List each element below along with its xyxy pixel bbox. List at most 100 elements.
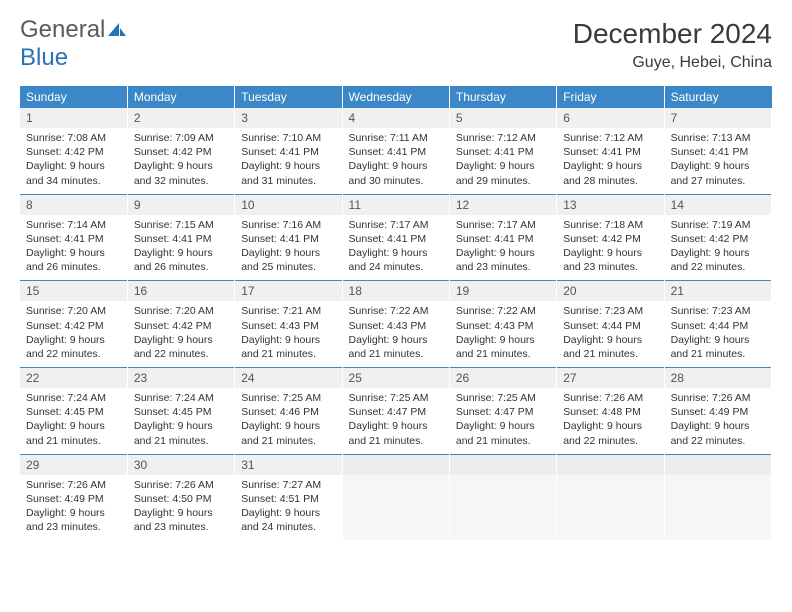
- day-content-cell: Sunrise: 7:15 AMSunset: 4:41 PMDaylight:…: [127, 215, 234, 281]
- sunset-line: Sunset: 4:48 PM: [563, 405, 657, 419]
- day-number-cell: 18: [342, 281, 449, 302]
- sunset-line: Sunset: 4:45 PM: [26, 405, 121, 419]
- daylight-line: Daylight: 9 hours and 34 minutes.: [26, 159, 121, 187]
- sunrise-line: Sunrise: 7:16 AM: [241, 218, 335, 232]
- day-number-cell: 5: [449, 108, 556, 128]
- daylight-line: Daylight: 9 hours and 28 minutes.: [563, 159, 657, 187]
- sunset-line: Sunset: 4:47 PM: [349, 405, 443, 419]
- daylight-line: Daylight: 9 hours and 22 minutes.: [671, 419, 765, 447]
- sunrise-line: Sunrise: 7:20 AM: [134, 304, 228, 318]
- day-number-cell: 31: [235, 454, 342, 475]
- day-content-cell: Sunrise: 7:26 AMSunset: 4:48 PMDaylight:…: [557, 388, 664, 454]
- day-content-cell: Sunrise: 7:11 AMSunset: 4:41 PMDaylight:…: [342, 128, 449, 194]
- sunrise-line: Sunrise: 7:26 AM: [563, 391, 657, 405]
- sunset-line: Sunset: 4:42 PM: [134, 145, 228, 159]
- day-number-cell: 9: [127, 194, 234, 215]
- sunrise-line: Sunrise: 7:18 AM: [563, 218, 657, 232]
- sunrise-line: Sunrise: 7:08 AM: [26, 131, 121, 145]
- sunset-line: Sunset: 4:41 PM: [349, 145, 443, 159]
- day-number-cell: 14: [664, 194, 771, 215]
- weekday-header-row: Sunday Monday Tuesday Wednesday Thursday…: [20, 86, 772, 108]
- day-content-row: Sunrise: 7:08 AM Sunset: 4:42 PM Daylight:…: [20, 128, 772, 194]
- daylight-line: Daylight: 9 hours and 31 minutes.: [241, 159, 335, 187]
- calendar-table: Sunday Monday Tuesday Wednesday Thursday…: [20, 86, 772, 540]
- day-content-cell: Sunrise: 7:22 AMSunset: 4:43 PMDaylight:…: [449, 301, 556, 367]
- sunset-line: Sunset: 4:42 PM: [563, 232, 657, 246]
- day-content-cell: [664, 475, 771, 541]
- day-content-cell: Sunrise: 7:19 AMSunset: 4:42 PMDaylight:…: [664, 215, 771, 281]
- logo: General: [20, 18, 127, 42]
- daylight-line: Daylight: 9 hours and 21 minutes.: [241, 419, 335, 447]
- sunset-line: Sunset: 4:51 PM: [241, 492, 335, 506]
- day-content-row: Sunrise: 7:24 AMSunset: 4:45 PMDaylight:…: [20, 388, 772, 454]
- sunrise-line: Sunrise: 7:12 AM: [563, 131, 657, 145]
- sunset-line: Sunset: 4:41 PM: [241, 232, 335, 246]
- day-content-row: Sunrise: 7:26 AMSunset: 4:49 PMDaylight:…: [20, 475, 772, 541]
- day-number-cell: 17: [235, 281, 342, 302]
- sunset-line: Sunset: 4:47 PM: [456, 405, 550, 419]
- daylight-line: Daylight: 9 hours and 27 minutes.: [671, 159, 765, 187]
- day-number-cell: 8: [20, 194, 127, 215]
- day-number-cell: 19: [449, 281, 556, 302]
- sunrise-line: Sunrise: 7:25 AM: [349, 391, 443, 405]
- day-number-cell: 26: [449, 368, 556, 389]
- day-number-cell: 15: [20, 281, 127, 302]
- sunset-line: Sunset: 4:43 PM: [456, 319, 550, 333]
- day-content-cell: Sunrise: 7:26 AMSunset: 4:50 PMDaylight:…: [127, 475, 234, 541]
- day-content-row: Sunrise: 7:20 AMSunset: 4:42 PMDaylight:…: [20, 301, 772, 367]
- day-number-cell: 22: [20, 368, 127, 389]
- sunset-line: Sunset: 4:42 PM: [26, 319, 121, 333]
- page-header: General December 2024 Guye, Hebei, China: [20, 18, 772, 72]
- sunrise-line: Sunrise: 7:24 AM: [134, 391, 228, 405]
- daylight-line: Daylight: 9 hours and 22 minutes.: [563, 419, 657, 447]
- day-number-cell: 28: [664, 368, 771, 389]
- day-content-cell: Sunrise: 7:27 AMSunset: 4:51 PMDaylight:…: [235, 475, 342, 541]
- day-content-cell: Sunrise: 7:26 AMSunset: 4:49 PMDaylight:…: [20, 475, 127, 541]
- weekday-header: Saturday: [664, 86, 771, 108]
- daylight-line: Daylight: 9 hours and 26 minutes.: [134, 246, 228, 274]
- day-content-cell: Sunrise: 7:24 AMSunset: 4:45 PMDaylight:…: [20, 388, 127, 454]
- daylight-line: Daylight: 9 hours and 21 minutes.: [349, 419, 443, 447]
- day-number-cell: 27: [557, 368, 664, 389]
- weekday-header: Friday: [557, 86, 664, 108]
- daylight-line: Daylight: 9 hours and 26 minutes.: [26, 246, 121, 274]
- logo-text-general: General: [20, 18, 105, 42]
- sunrise-line: Sunrise: 7:20 AM: [26, 304, 121, 318]
- day-number-cell: 3: [235, 108, 342, 128]
- day-number-row: 22232425262728: [20, 368, 772, 389]
- calendar-page: General December 2024 Guye, Hebei, China…: [0, 0, 792, 550]
- sunrise-line: Sunrise: 7:10 AM: [241, 131, 335, 145]
- sunrise-line: Sunrise: 7:14 AM: [26, 218, 121, 232]
- logo-sail-icon: [107, 22, 127, 38]
- day-content-cell: Sunrise: 7:23 AMSunset: 4:44 PMDaylight:…: [664, 301, 771, 367]
- daylight-line: Daylight: 9 hours and 22 minutes.: [671, 246, 765, 274]
- day-content-cell: Sunrise: 7:25 AMSunset: 4:46 PMDaylight:…: [235, 388, 342, 454]
- day-content-cell: Sunrise: 7:22 AMSunset: 4:43 PMDaylight:…: [342, 301, 449, 367]
- daylight-line: Daylight: 9 hours and 21 minutes.: [671, 333, 765, 361]
- day-number-cell: 24: [235, 368, 342, 389]
- day-number-cell: 30: [127, 454, 234, 475]
- daylight-line: Daylight: 9 hours and 21 minutes.: [241, 333, 335, 361]
- sunrise-line: Sunrise: 7:09 AM: [134, 131, 228, 145]
- sunrise-line: Sunrise: 7:25 AM: [241, 391, 335, 405]
- daylight-line: Daylight: 9 hours and 22 minutes.: [134, 333, 228, 361]
- day-content-cell: Sunrise: 7:25 AMSunset: 4:47 PMDaylight:…: [342, 388, 449, 454]
- sunset-line: Sunset: 4:41 PM: [26, 232, 121, 246]
- sunset-line: Sunset: 4:43 PM: [241, 319, 335, 333]
- day-content-cell: Sunrise: 7:20 AMSunset: 4:42 PMDaylight:…: [127, 301, 234, 367]
- day-number-cell: 2: [127, 108, 234, 128]
- sunset-line: Sunset: 4:41 PM: [563, 145, 657, 159]
- day-content-cell: [557, 475, 664, 541]
- day-number-cell: 20: [557, 281, 664, 302]
- sunset-line: Sunset: 4:45 PM: [134, 405, 228, 419]
- sunset-line: Sunset: 4:41 PM: [671, 145, 765, 159]
- sunset-line: Sunset: 4:41 PM: [456, 232, 550, 246]
- sunrise-line: Sunrise: 7:21 AM: [241, 304, 335, 318]
- day-number-cell: 11: [342, 194, 449, 215]
- sunrise-line: Sunrise: 7:19 AM: [671, 218, 765, 232]
- sunrise-line: Sunrise: 7:13 AM: [671, 131, 765, 145]
- day-number-row: 293031: [20, 454, 772, 475]
- day-content-cell: Sunrise: 7:26 AMSunset: 4:49 PMDaylight:…: [664, 388, 771, 454]
- day-content-cell: Sunrise: 7:13 AMSunset: 4:41 PMDaylight:…: [664, 128, 771, 194]
- sunrise-line: Sunrise: 7:26 AM: [26, 478, 121, 492]
